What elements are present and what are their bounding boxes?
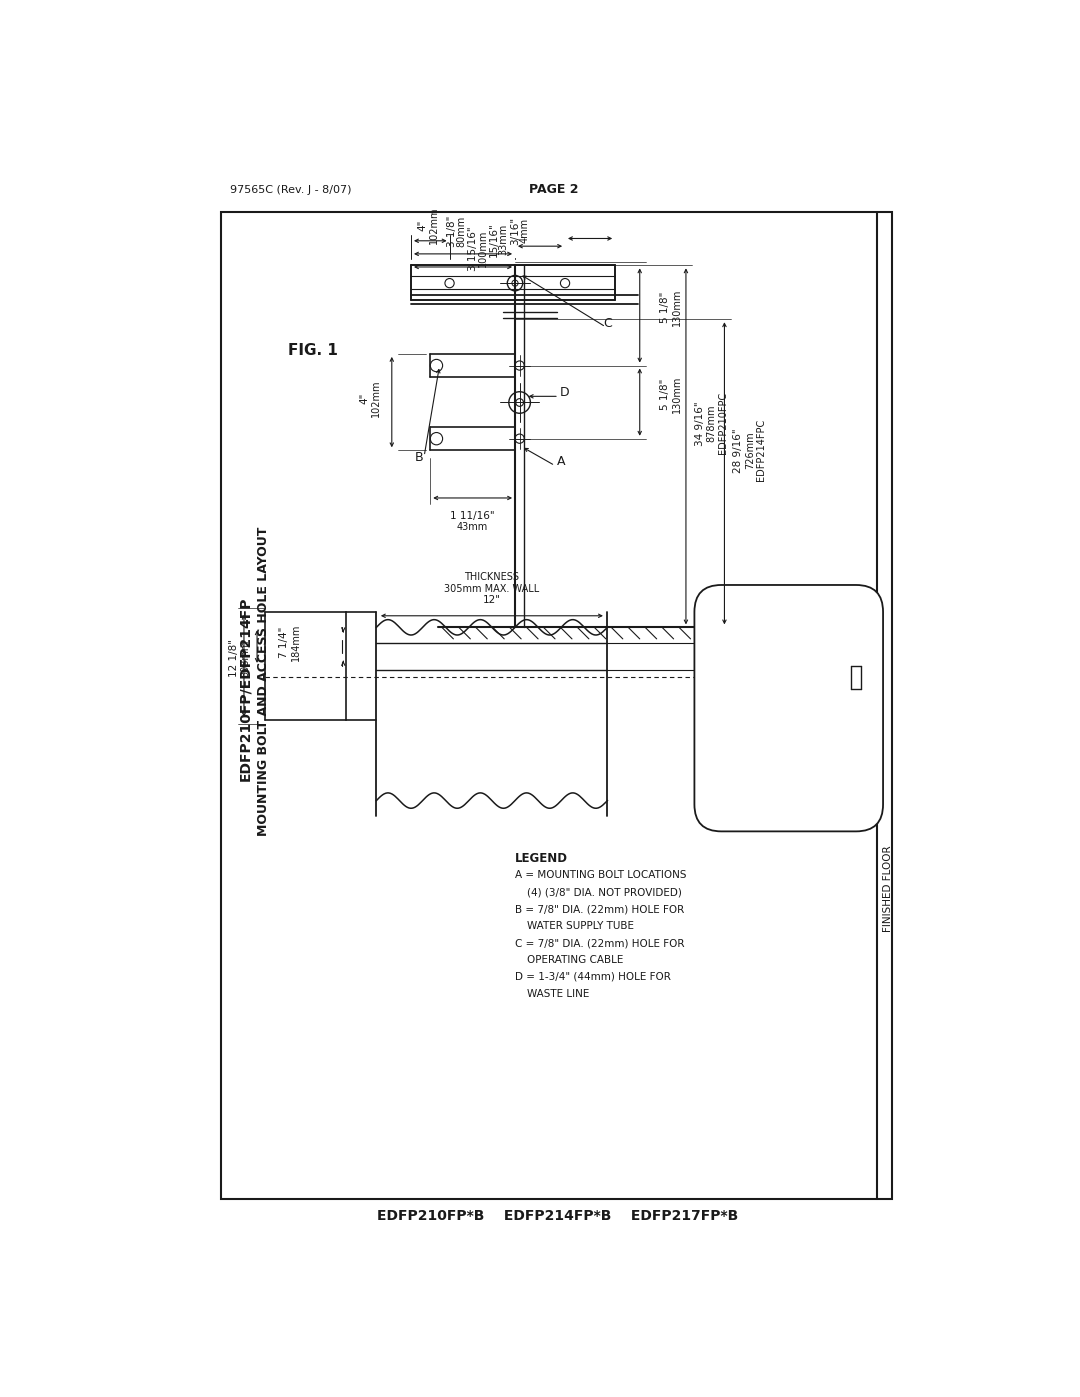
Text: 3 15/16": 3 15/16" (468, 226, 477, 271)
FancyBboxPatch shape (694, 585, 883, 831)
Text: 5 1/8": 5 1/8" (660, 379, 671, 411)
Text: 12 1/8": 12 1/8" (229, 640, 239, 678)
Text: 100mm: 100mm (477, 229, 488, 267)
Text: LEGEND: LEGEND (515, 852, 568, 865)
Text: EDFP210FP/EDFP214FP: EDFP210FP/EDFP214FP (239, 597, 253, 781)
Text: THICKNESS: THICKNESS (464, 573, 519, 583)
Text: FINISHED FLOOR: FINISHED FLOOR (883, 845, 893, 932)
Text: 5 1/8": 5 1/8" (660, 292, 671, 324)
Text: 34 9/16": 34 9/16" (694, 401, 705, 446)
Text: FIG. 1: FIG. 1 (288, 342, 338, 358)
Bar (220, 211, 892, 1200)
Text: WASTE LINE: WASTE LINE (527, 989, 589, 999)
Text: A: A (557, 455, 566, 468)
Text: EDFP210FP*B    EDFP214FP*B    EDFP217FP*B: EDFP210FP*B EDFP214FP*B EDFP217FP*B (377, 1210, 738, 1224)
Text: 97565C (Rev. J - 8/07): 97565C (Rev. J - 8/07) (230, 184, 352, 196)
Text: 726mm: 726mm (745, 432, 755, 469)
Text: B = 7/8" DIA. (22mm) HOLE FOR: B = 7/8" DIA. (22mm) HOLE FOR (515, 904, 685, 914)
Text: OPERATING CABLE: OPERATING CABLE (527, 956, 623, 965)
Text: D: D (561, 386, 570, 400)
Text: 184mm: 184mm (291, 624, 300, 661)
Text: C = 7/8" DIA. (22mm) HOLE FOR: C = 7/8" DIA. (22mm) HOLE FOR (515, 937, 685, 949)
Text: A = MOUNTING BOLT LOCATIONS: A = MOUNTING BOLT LOCATIONS (515, 870, 687, 880)
Text: 130mm: 130mm (672, 289, 681, 327)
Text: 102mm: 102mm (372, 380, 381, 418)
Text: EDFP214FPC: EDFP214FPC (756, 419, 767, 482)
Text: C: C (603, 317, 611, 330)
Text: 80mm: 80mm (456, 217, 467, 247)
Text: 4mm: 4mm (519, 218, 529, 243)
Text: WATER SUPPLY TUBE: WATER SUPPLY TUBE (527, 921, 634, 930)
Text: 28 9/16": 28 9/16" (733, 427, 743, 472)
Text: 130mm: 130mm (672, 376, 681, 414)
Text: 43mm: 43mm (457, 522, 488, 532)
Text: B: B (415, 451, 423, 464)
Text: 102mm: 102mm (429, 207, 440, 244)
Text: 4": 4" (360, 393, 369, 404)
Text: 33mm: 33mm (499, 224, 509, 254)
Text: D = 1-3/4" (44mm) HOLE FOR: D = 1-3/4" (44mm) HOLE FOR (515, 972, 671, 982)
Text: EDFP210FPC: EDFP210FPC (718, 393, 728, 454)
Text: 1 11/16": 1 11/16" (450, 511, 495, 521)
Text: PAGE 2: PAGE 2 (529, 183, 578, 197)
Text: 308mm: 308mm (241, 640, 251, 676)
Text: 3 1/8": 3 1/8" (447, 217, 457, 247)
Text: 12": 12" (483, 595, 501, 605)
Text: 305mm MAX. WALL: 305mm MAX. WALL (444, 584, 540, 594)
Text: 3/16": 3/16" (510, 217, 519, 244)
Text: 878mm: 878mm (706, 405, 716, 441)
Text: (4) (3/8" DIA. NOT PROVIDED): (4) (3/8" DIA. NOT PROVIDED) (527, 887, 681, 897)
Text: 15/16": 15/16" (488, 222, 499, 257)
Text: 4": 4" (418, 219, 428, 231)
Text: 7 1/4": 7 1/4" (279, 627, 289, 658)
Text: MOUNTING BOLT AND ACCESS HOLE LAYOUT: MOUNTING BOLT AND ACCESS HOLE LAYOUT (257, 527, 270, 835)
